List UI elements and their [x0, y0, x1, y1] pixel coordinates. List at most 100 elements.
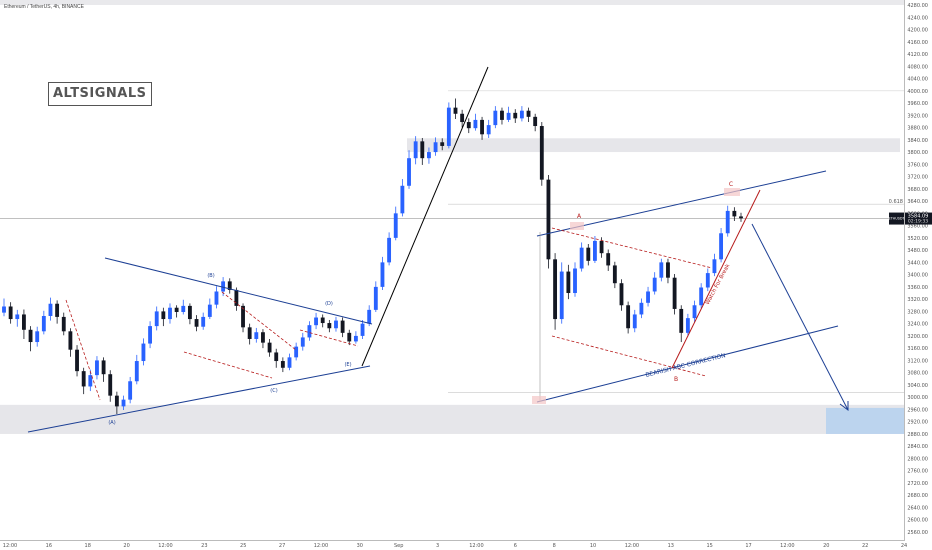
- candle: [513, 109, 518, 123]
- candle-body: [2, 306, 6, 313]
- wave-label-e-tri: (E): [344, 362, 351, 368]
- x-axis: 12:00 16 18 20 12:00 23 25 27 12:00 30 Sep 3 12:00 6 8…: [3, 543, 907, 549]
- y-tick-label: 4120.00: [907, 52, 928, 58]
- candle-body: [679, 308, 684, 333]
- candle: [739, 212, 743, 222]
- candle: [48, 297, 53, 321]
- candle: [573, 262, 577, 297]
- candle-body: [453, 107, 458, 114]
- wave-label-a: A: [577, 213, 582, 220]
- y-tick-label: 4240.00: [907, 15, 928, 21]
- candle-body: [413, 141, 418, 159]
- candle: [506, 106, 511, 123]
- candle-body: [632, 314, 637, 329]
- candle: [300, 332, 305, 351]
- candle: [446, 102, 451, 149]
- y-tick-label: 3960.00: [907, 101, 928, 107]
- candle-body: [340, 320, 345, 333]
- candle-body: [247, 327, 252, 339]
- channel-upper-line: [536, 170, 827, 237]
- price-box: [904, 212, 932, 225]
- y-tick-label: 3680.00: [907, 187, 928, 193]
- candle-body: [148, 326, 152, 344]
- candle: [88, 369, 93, 392]
- candle: [553, 253, 558, 330]
- x-tick-label: 8: [553, 543, 556, 549]
- candle-body: [473, 119, 478, 129]
- y-tick-label: 2800.00: [907, 456, 928, 462]
- candle-body: [207, 304, 212, 317]
- candle: [95, 356, 99, 380]
- candle: [473, 113, 478, 131]
- wave-dashed-3: [221, 291, 297, 351]
- candle-body: [513, 112, 518, 119]
- candle: [586, 243, 591, 266]
- candle-body: [500, 110, 504, 120]
- candle-body: [108, 374, 113, 396]
- candle: [539, 122, 544, 186]
- candle-body: [519, 110, 524, 119]
- candle-body: [526, 110, 531, 117]
- candle: [141, 338, 146, 366]
- y-tick-label: 3640.00: [907, 199, 928, 205]
- candle: [480, 116, 484, 140]
- candle: [626, 301, 631, 334]
- candle: [566, 264, 571, 300]
- candle: [427, 147, 431, 164]
- candle: [393, 206, 398, 241]
- candle: [234, 287, 239, 311]
- x-tick-label: 12:00: [780, 543, 794, 549]
- candle: [267, 338, 272, 357]
- candle: [433, 137, 438, 156]
- candle: [187, 303, 192, 325]
- y-tick-label: 3080.00: [907, 371, 928, 377]
- y-tick-label: 3240.00: [907, 322, 928, 328]
- price-box-symbol: [889, 212, 904, 225]
- candle-body: [387, 237, 392, 263]
- y-axis-border: [904, 0, 905, 540]
- candle-body: [586, 247, 591, 261]
- candle-body: [327, 323, 332, 329]
- y-tick-label: 3120.00: [907, 358, 928, 364]
- candle: [340, 317, 345, 338]
- candle: [28, 326, 33, 352]
- candle-body: [334, 320, 338, 329]
- candle: [519, 106, 524, 122]
- candle-body: [48, 303, 53, 316]
- wave-dashed-4: [299, 329, 359, 347]
- candle-body: [420, 141, 425, 159]
- candle: [280, 357, 285, 373]
- candle-body: [400, 185, 405, 214]
- candle-body: [486, 125, 491, 135]
- candle: [327, 319, 332, 333]
- candle: [400, 179, 405, 217]
- candle: [68, 328, 73, 357]
- candle-body: [440, 142, 445, 146]
- candle-body: [692, 305, 697, 319]
- x-tick-label: 25: [240, 543, 246, 549]
- candle: [347, 329, 352, 346]
- x-tick-label: 6: [514, 543, 517, 549]
- candle-body: [393, 213, 398, 238]
- candle: [41, 310, 46, 335]
- candle: [373, 281, 378, 313]
- candle: [8, 302, 13, 324]
- wave-dashed-1: [65, 299, 101, 401]
- x-tick-label: 18: [85, 543, 91, 549]
- candle-body: [280, 361, 285, 368]
- candle: [35, 326, 40, 347]
- candle: [579, 242, 584, 272]
- x-tick-label: 27: [279, 543, 285, 549]
- candle: [121, 395, 126, 411]
- target-zone: [826, 407, 904, 434]
- candle-body: [666, 262, 670, 278]
- candle: [168, 303, 172, 324]
- x-tick-label: 24: [901, 543, 907, 549]
- candle: [108, 370, 113, 402]
- candle: [101, 357, 106, 382]
- candle-body: [261, 332, 265, 343]
- candle-body: [267, 342, 272, 353]
- candle-body: [75, 349, 79, 372]
- candle: [526, 107, 531, 123]
